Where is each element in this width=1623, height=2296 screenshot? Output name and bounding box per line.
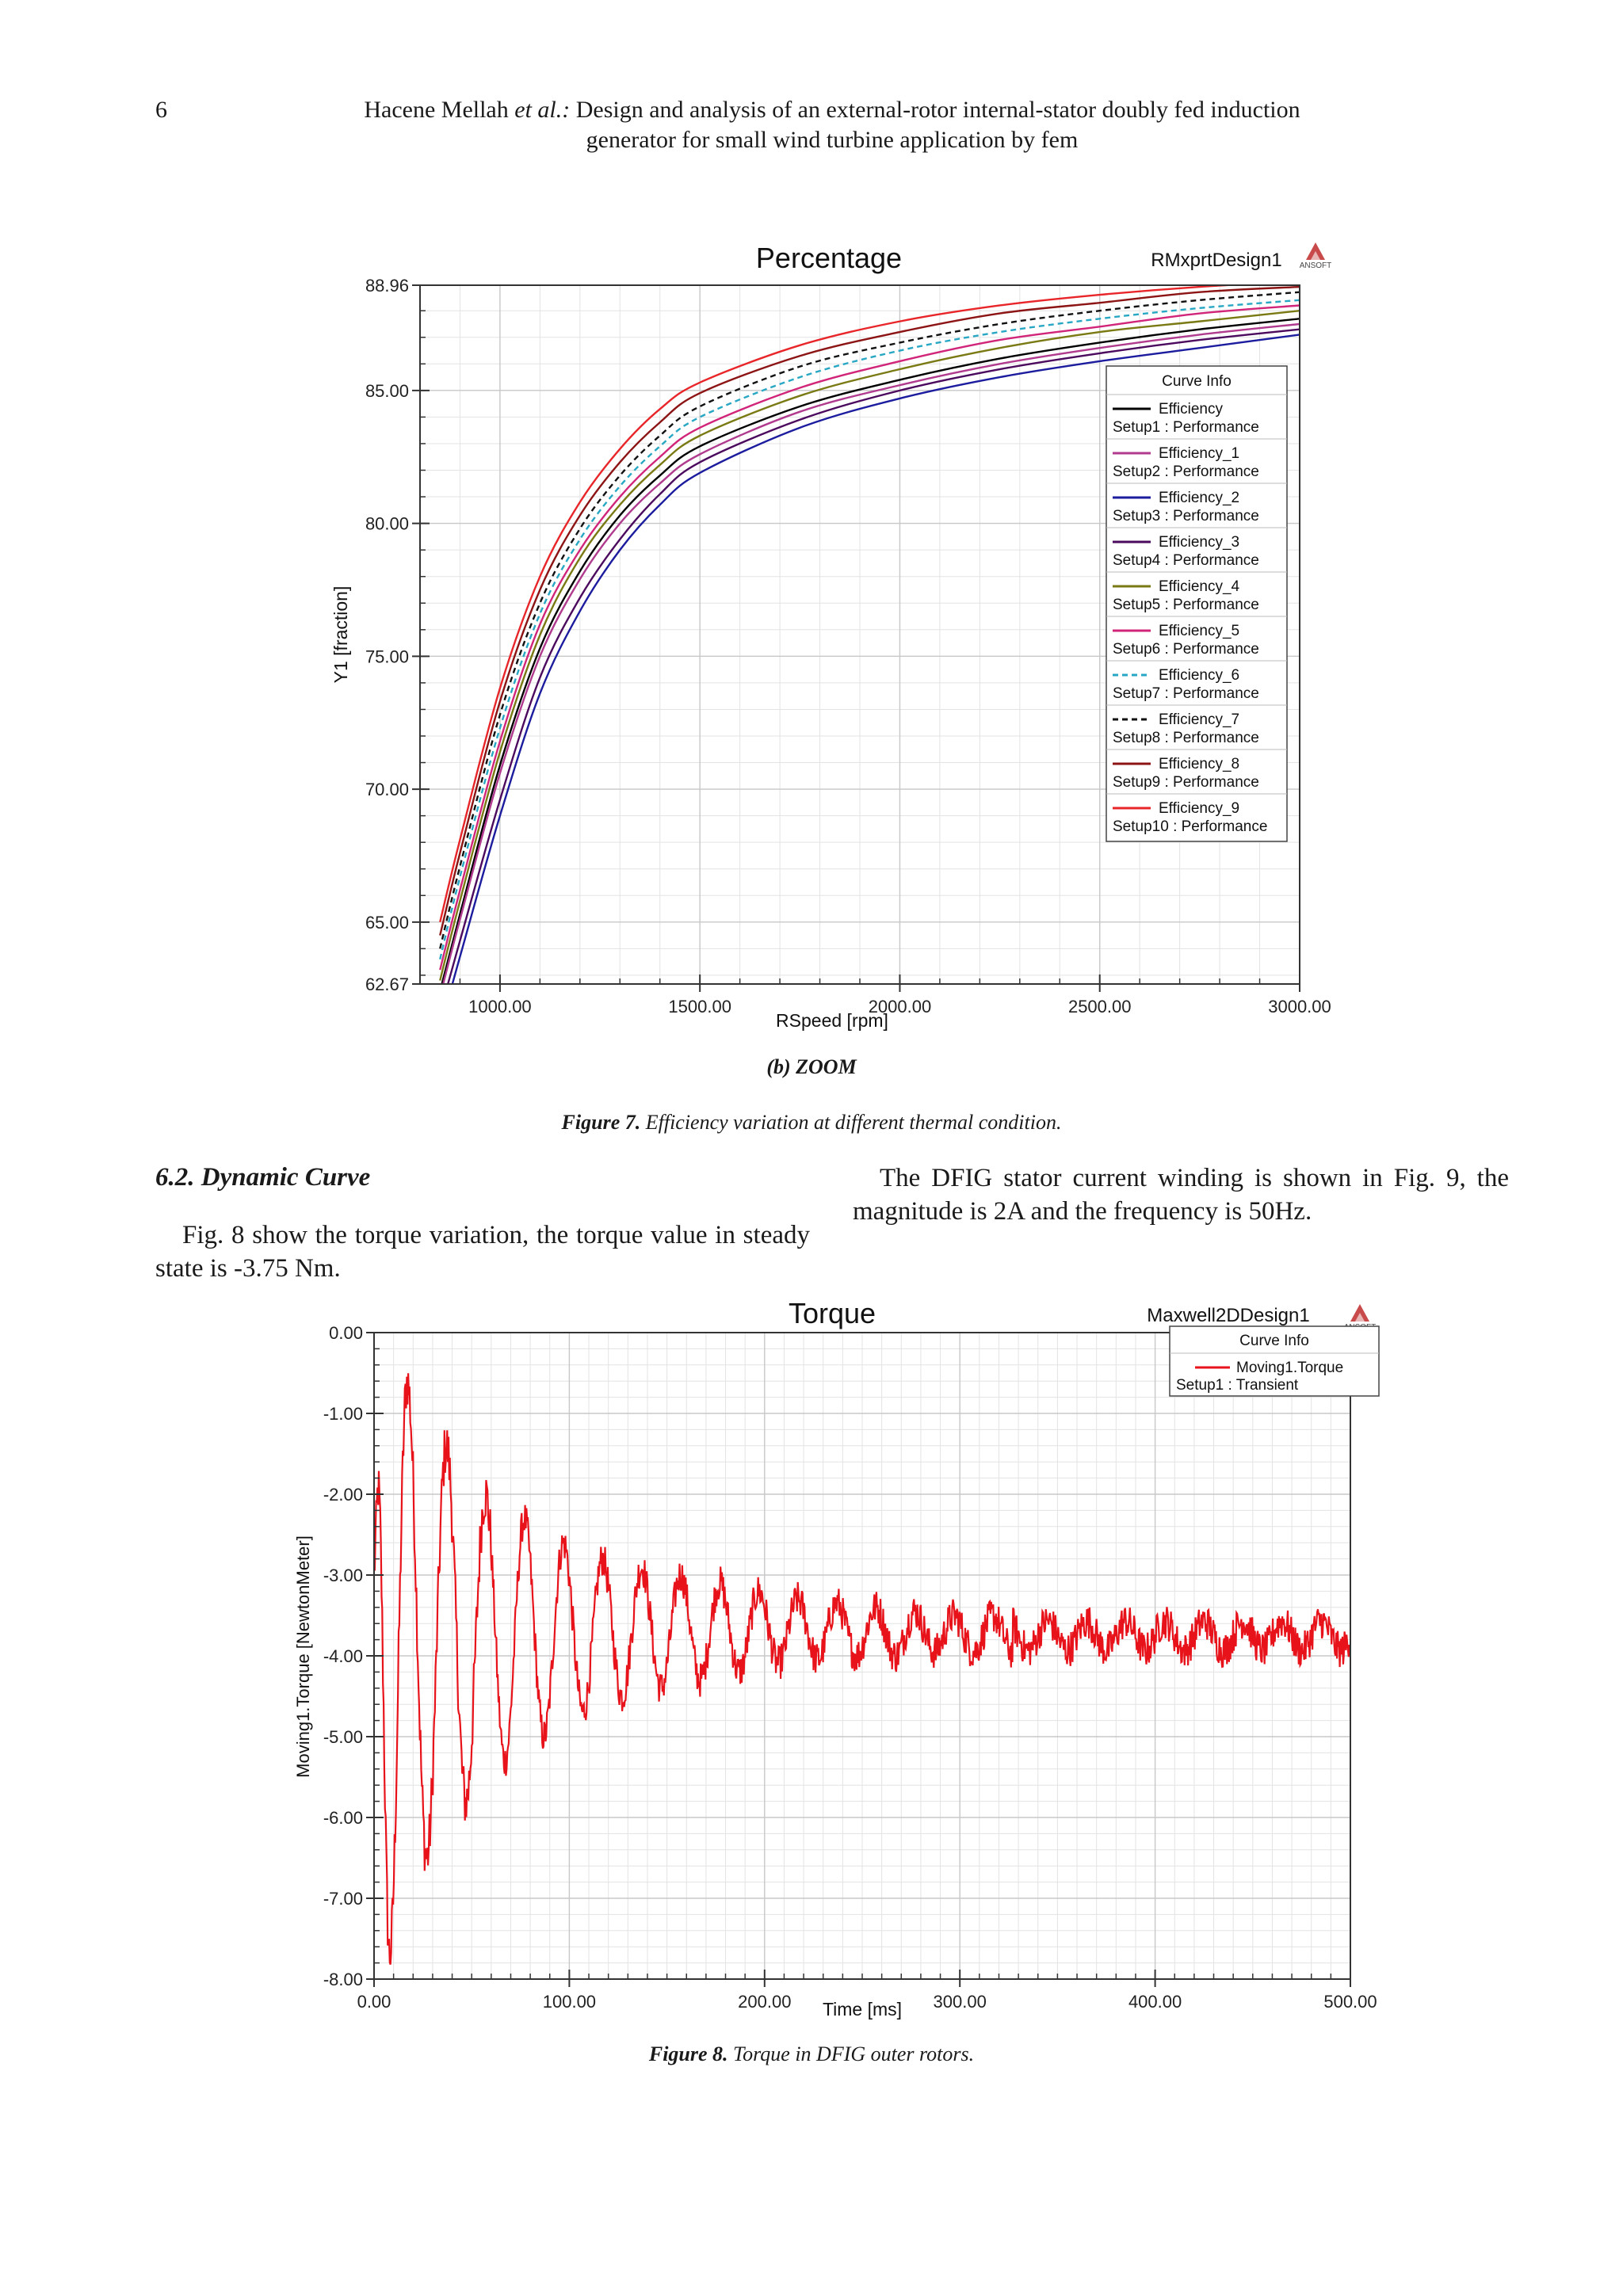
series-line-efficiency-3 [446, 328, 1300, 984]
chart2-xlabel: Time [ms] [823, 1999, 902, 2019]
ansoft-logo-highlight [1311, 251, 1320, 260]
series-line-efficiency-4 [439, 310, 1300, 981]
figure7-caption: Figure 7. Efficiency variation at differ… [0, 1111, 1623, 1135]
legend-series-name: Efficiency_7 [1159, 711, 1239, 728]
ansoft-logo-text: ANSOFT [1300, 261, 1332, 270]
left-paragraph: Fig. 8 show the torque variation, the to… [155, 1221, 810, 1283]
legend-series-name: Efficiency_9 [1159, 800, 1239, 817]
efficiency-chart: Percentage RMxprtDesign1 ANSOFT 1000.00 1500… [330, 242, 1332, 1031]
legend-series-setup: Setup4 : Performance [1113, 552, 1259, 569]
legend-series-setup: Setup9 : Performance [1113, 774, 1259, 791]
figure7-subcaption-text: (b) ZOOM [766, 1055, 857, 1078]
series-line-efficiency-7 [439, 291, 1300, 949]
running-head-title2: generator for small wind turbine applica… [586, 127, 1079, 153]
chart2-ylabel: Moving1.Torque [NewtonMeter] [293, 1535, 313, 1778]
legend-series-setup: Setup7 : Performance [1113, 685, 1259, 702]
page-number: 6 [155, 97, 167, 123]
legend-series-setup: Setup6 : Performance [1113, 641, 1259, 658]
figure8-caption-label: Figure 8. [648, 2042, 728, 2065]
x-tick-label: 2500.00 [1068, 997, 1132, 1016]
figure7-subcaption: (b) ZOOM [0, 1055, 1623, 1079]
legend-series-name: Moving1.Torque [1236, 1360, 1343, 1376]
y-tick-label: -2.00 [323, 1485, 363, 1505]
legend-series-name: Efficiency_6 [1159, 667, 1239, 684]
running-head-etal: et al.: [514, 97, 571, 123]
running-head-authors: Hacene Mellah [364, 97, 509, 123]
legend-series-name: Efficiency_5 [1159, 623, 1239, 639]
y-tick-label: 88.96 [365, 276, 409, 296]
legend-series-setup: Setup10 : Performance [1113, 818, 1267, 835]
series-line-efficiency-2 [451, 334, 1300, 984]
y-tick-label: -6.00 [323, 1808, 363, 1828]
y-tick-label: -7.00 [323, 1889, 363, 1909]
legend-box [1169, 1325, 1380, 1397]
legend-series-setup: Setup1 : Performance [1113, 419, 1259, 436]
legend-series-setup: Setup3 : Performance [1113, 508, 1259, 524]
y-tick-label: -4.00 [323, 1646, 363, 1666]
right-paragraph: The DFIG stator current winding is shown… [853, 1164, 1509, 1226]
ansoft-logo-highlight [1355, 1313, 1365, 1322]
series-line-moving1-torque [374, 1373, 1350, 1965]
chart1-design-label: RMxprtDesign1 [1151, 250, 1281, 271]
y-tick-label: 85.00 [365, 381, 409, 401]
y-tick-label: -5.00 [323, 1727, 363, 1747]
running-head-title1: Design and analysis of an external-rotor… [575, 97, 1300, 123]
chart2-design-label: Maxwell2DDesign1 [1147, 1305, 1309, 1326]
figure7-caption-label: Figure 7. [561, 1111, 641, 1134]
figure8-caption-text: Torque in DFIG outer rotors. [733, 2042, 975, 2065]
x-tick-label: 1000.00 [468, 997, 532, 1016]
x-tick-label: 500.00 [1323, 1992, 1377, 2012]
x-tick-label: 1500.00 [668, 997, 731, 1016]
y-tick-label: 80.00 [365, 514, 409, 534]
x-tick-label: 3000.00 [1268, 997, 1331, 1016]
legend-series-name: Efficiency [1159, 401, 1223, 418]
y-tick-label: -3.00 [323, 1566, 363, 1585]
legend-series-name: Efficiency_4 [1159, 578, 1240, 595]
x-tick-label: 100.00 [543, 1992, 596, 2012]
legend-series-setup: Setup1 : Transient [1176, 1377, 1299, 1394]
x-tick-label: 400.00 [1128, 1992, 1182, 2012]
x-tick-label: 2000.00 [869, 997, 932, 1016]
series-line-efficiency-8 [439, 285, 1300, 936]
legend-title: Curve Info [1162, 373, 1232, 390]
figure8-caption: Figure 8. Torque in DFIG outer rotors. [0, 2042, 1623, 2066]
legend-series-setup: Setup8 : Performance [1113, 730, 1259, 746]
chart2-title: Torque [789, 1297, 876, 1329]
y-tick-label: 65.00 [365, 913, 409, 933]
chart1-title: Percentage [756, 242, 902, 274]
y-tick-label: 62.67 [365, 974, 409, 994]
running-head: Hacene Mellah et al.: Design and analysi… [317, 95, 1347, 155]
figure7-caption-text: Efficiency variation at different therma… [645, 1111, 1062, 1134]
section-heading: 6.2. Dynamic Curve [155, 1163, 371, 1192]
series-line-efficiency-6 [439, 299, 1300, 960]
x-tick-label: 300.00 [934, 1992, 987, 2012]
legend-series-name: Efficiency_3 [1159, 534, 1239, 551]
legend-title: Curve Info [1239, 1333, 1309, 1349]
legend-box [1106, 365, 1288, 842]
torque-chart: TorqueMaxwell2DDesign1ANSOFT0.00100.0020… [293, 1297, 1380, 2019]
legend-series-setup: Setup2 : Performance [1113, 463, 1259, 480]
series-line-efficiency [441, 318, 1300, 984]
y-tick-label: 70.00 [365, 780, 409, 799]
chart1-ylabel: Y1 [fraction] [330, 586, 351, 684]
y-tick-label: 75.00 [365, 646, 409, 666]
y-tick-label: -8.00 [323, 1970, 363, 1989]
legend-series-name: Efficiency_1 [1159, 445, 1239, 462]
series-line-efficiency-9 [439, 285, 1244, 923]
series-line-efficiency-5 [439, 304, 1300, 971]
running-head-line1: Hacene Mellah et al.: Design and analysi… [317, 95, 1347, 125]
legend-series-name: Efficiency_2 [1159, 490, 1239, 506]
x-tick-label: 0.00 [357, 1992, 391, 2012]
legend-series-name: Efficiency_8 [1159, 756, 1239, 772]
legend-series-setup: Setup5 : Performance [1113, 597, 1259, 613]
x-tick-label: 200.00 [738, 1992, 791, 2012]
series-line-efficiency-1 [442, 322, 1300, 984]
y-tick-label: 0.00 [329, 1323, 363, 1343]
chart1-xlabel: RSpeed [rpm] [776, 1010, 888, 1031]
y-tick-label: -1.00 [323, 1404, 363, 1424]
